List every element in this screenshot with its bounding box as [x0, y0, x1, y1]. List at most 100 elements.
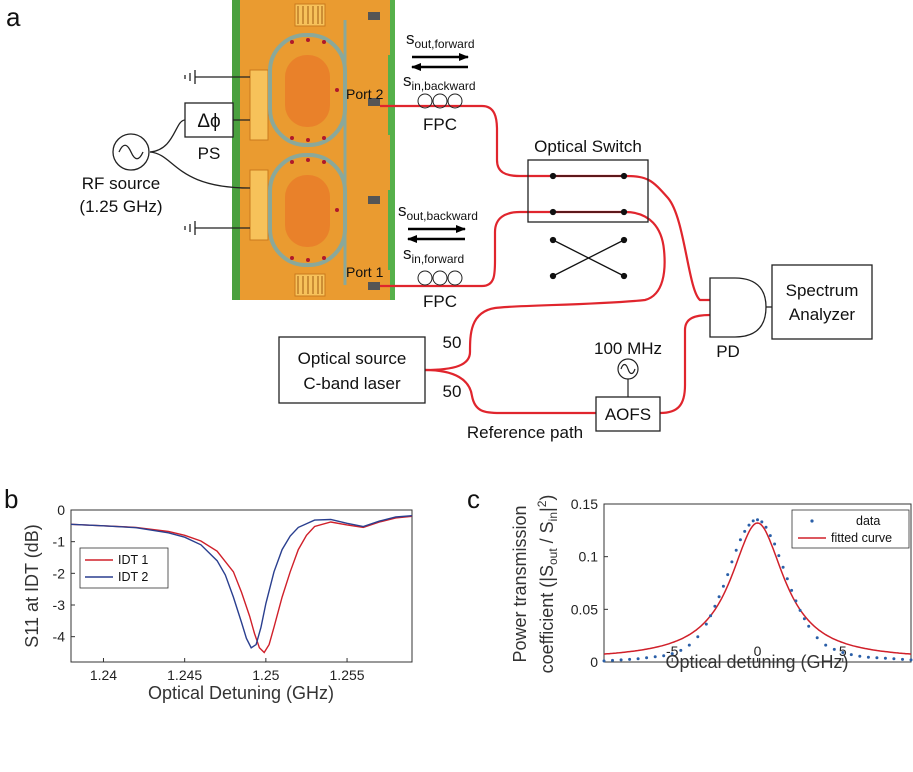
signal-arrows [407, 53, 469, 243]
data-point [858, 654, 862, 658]
transmission-legend-box [791, 509, 910, 549]
rf-wiring [149, 70, 251, 235]
s11-y-tick-label: -1 [53, 534, 66, 550]
s11-plot: 1.24 1.245 1.25 1.255 0 -1 -2 -3 -4 IDT 1 IDT 2 O… [22, 502, 413, 703]
data-point [849, 653, 853, 657]
data-point [709, 614, 713, 618]
s11-legend-entry: IDT 2 [118, 570, 148, 584]
data-point [777, 554, 781, 558]
data-point [713, 604, 717, 608]
transmission-x-tick-label: 5 [839, 643, 847, 659]
data-point [743, 529, 747, 533]
data-point [764, 525, 768, 529]
s11-y-tick-label: -2 [53, 565, 66, 581]
optical-switch-states [549, 172, 628, 280]
transmission-plot: -5 0 5 0 0.05 0.1 0.15 data fitted curve Optica… [510, 495, 913, 674]
transmission-x-tick-label: 0 [754, 643, 762, 659]
transmission-y-axis-label-2: coefficient (|Sout / Sin|2) [535, 495, 560, 674]
data-point [832, 647, 836, 651]
data-point [790, 588, 794, 592]
s-out-backward-label: sout,backward [398, 201, 478, 223]
data-point [611, 658, 614, 662]
data-point [909, 658, 913, 662]
phase-shifter-symbol: Δϕ [197, 111, 220, 132]
data-point [636, 657, 640, 661]
s11-x-tick-label: 1.255 [330, 667, 365, 683]
s11-x-tick-label: 1.25 [252, 667, 279, 683]
optical-source-label-2: C-band laser [303, 374, 401, 393]
data-point [717, 595, 721, 599]
data-point [730, 560, 734, 564]
spectrum-analyzer-label-1: Spectrum [786, 281, 859, 300]
spectrum-analyzer-label-2: Analyzer [789, 305, 855, 324]
chip-micrograph [232, 0, 395, 300]
s-in-backward-label: sin,backward [403, 71, 476, 93]
data-point [807, 624, 811, 628]
data-point [798, 608, 802, 612]
legend-fit-label: fitted curve [831, 531, 892, 545]
data-point [794, 599, 798, 603]
data-point [781, 565, 785, 569]
data-point [875, 656, 879, 660]
data-point [721, 584, 725, 588]
data-point [892, 657, 896, 661]
optical-switch-label: Optical Switch [534, 137, 642, 156]
data-point [824, 643, 828, 647]
sine-icon [118, 144, 144, 160]
data-point [670, 652, 674, 656]
rf-source-label-1: RF source [82, 174, 160, 193]
s11-x-tick-label: 1.245 [167, 667, 202, 683]
aofs-box [595, 396, 661, 432]
fitted-curve-line [603, 522, 912, 655]
data-point [738, 538, 742, 542]
port-2-label: Port 2 [346, 86, 384, 102]
data-point [756, 518, 759, 522]
pd-label: PD [716, 342, 740, 361]
s11-legend: IDT 1 IDT 2 [79, 547, 169, 589]
data-point [768, 534, 772, 538]
ps-label: PS [198, 144, 221, 163]
data-point [760, 520, 764, 524]
phase-shifter-box [184, 102, 234, 138]
data-point [645, 656, 649, 660]
data-point [841, 651, 845, 654]
s11-y-tick-label: -3 [53, 597, 66, 613]
legend-data-marker [810, 519, 814, 523]
fpc-coil-top [417, 93, 463, 109]
s11-legend-entry: IDT 1 [118, 553, 148, 567]
data-point [785, 577, 789, 581]
transmission-x-tick-label: -5 [666, 643, 679, 659]
s11-x-axis-label: Optical Detuning (GHz) [148, 683, 334, 703]
data-point [866, 655, 870, 659]
optical-switch-box [527, 159, 649, 223]
data-point [704, 622, 708, 626]
data-point [653, 655, 657, 659]
panel-label-a: a [6, 2, 21, 32]
fpc-coil-bottom [417, 270, 463, 286]
data-point [628, 657, 632, 661]
sine-icon-small [620, 363, 636, 375]
s11-legend-box [79, 547, 169, 589]
data-point [751, 519, 755, 523]
data-point [679, 648, 683, 652]
transmission-x-axis-label: Optical detuning (GHz) [665, 652, 848, 672]
data-point [773, 542, 777, 546]
splitter-label-bottom: 50 [443, 382, 462, 401]
s11-y-tick-label: 0 [57, 502, 65, 518]
fpc-label-bottom: FPC [423, 292, 457, 311]
panel-label-c: c [467, 484, 480, 514]
transmission-y-axis-label-1: Power transmission [510, 505, 530, 662]
legend-data-label: data [856, 514, 880, 528]
transmission-y-tick-label: 0.1 [579, 549, 599, 565]
data-point [901, 657, 904, 661]
data-point [602, 659, 606, 663]
rf-100mhz-label: 100 MHz [594, 339, 662, 358]
transmission-legend: data fitted curve [791, 509, 910, 549]
s-in-forward-label: sin,forward [403, 244, 464, 266]
transmission-y-tick-label: 0.05 [571, 601, 598, 617]
optical-source-box [278, 336, 426, 404]
data-point [726, 573, 730, 577]
aofs-label: AOFS [605, 405, 651, 424]
rf-source-label-2: (1.25 GHz) [79, 197, 162, 216]
data-point [802, 617, 806, 621]
